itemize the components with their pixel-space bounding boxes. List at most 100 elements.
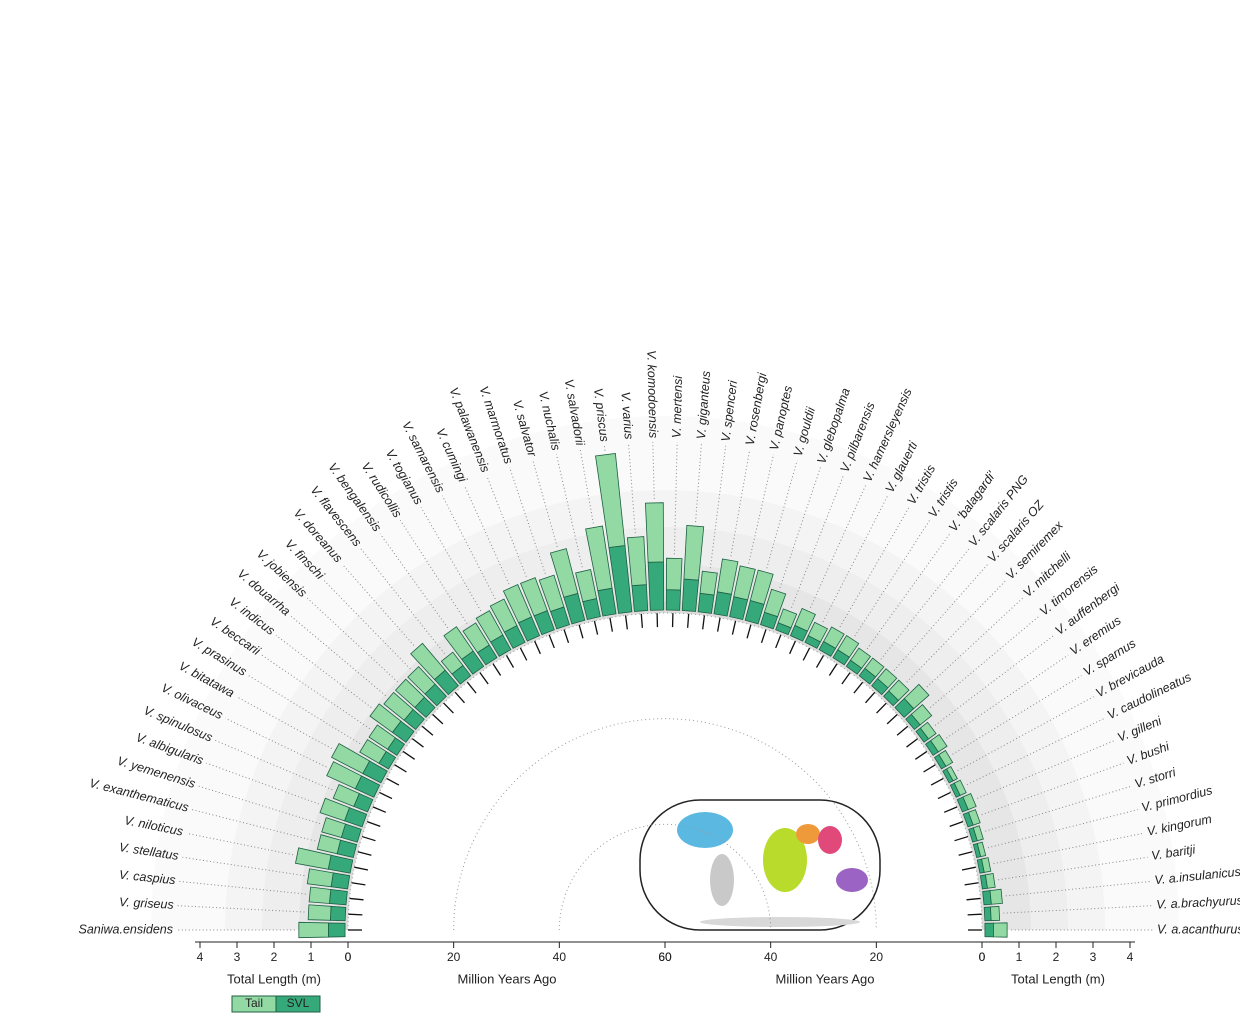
map-region [763, 828, 807, 892]
tip-branch [731, 620, 737, 635]
bar-tail [440, 651, 464, 675]
map-region [710, 854, 734, 906]
tip-branch [366, 820, 381, 827]
bar-tail [823, 626, 845, 649]
leader-line [191, 809, 316, 842]
x-tick-label: 20 [870, 950, 884, 964]
tip-branch [548, 634, 555, 649]
x-tick-label: 40 [553, 950, 567, 964]
leader-line [934, 634, 1055, 726]
species-label: V. giganteus [694, 370, 713, 439]
leader-line [275, 634, 372, 708]
bar-tail [763, 588, 787, 618]
leader-line [198, 785, 321, 825]
leader-line [177, 905, 305, 913]
leader-line [929, 615, 1040, 708]
bar-svl [631, 584, 649, 612]
bar-svl [681, 578, 700, 612]
bar-svl [330, 872, 351, 890]
y-tick-label: 0 [979, 950, 986, 964]
leader-line [341, 563, 415, 646]
bar-tail [989, 888, 1003, 905]
tip-branch [348, 913, 363, 916]
bar-tail [519, 577, 548, 617]
bar-tail [585, 525, 613, 592]
tip-branch [432, 713, 444, 725]
bar-svl [329, 905, 347, 922]
leader-line [981, 762, 1124, 816]
species-label: V. priscus [591, 387, 612, 442]
bar-tail [665, 557, 683, 591]
tip-branch [966, 897, 981, 901]
bar-tail [849, 647, 872, 669]
species-label: V. griseus [119, 895, 174, 912]
tip-branch [593, 620, 599, 635]
species-label: V. komodoensis [644, 350, 660, 438]
y-tick-label: 2 [271, 950, 278, 964]
tip-branch [702, 615, 706, 630]
leader-line [766, 460, 798, 569]
y-tick-label: 3 [1090, 950, 1097, 964]
grid-arc [347, 612, 983, 931]
leader-line [236, 696, 332, 749]
tip-branch [815, 655, 825, 668]
tip-branch [914, 750, 928, 760]
bar-tail [981, 857, 992, 873]
leader-line [893, 563, 989, 671]
legend: Tail SVL [231, 995, 321, 1013]
y-tick-label: 4 [1127, 950, 1134, 964]
bar-tail [489, 598, 518, 633]
leader-line [730, 449, 751, 557]
species-label: V. caspius [118, 868, 176, 888]
map-region [700, 917, 860, 927]
tip-branch [372, 806, 387, 813]
y-tick-label: 1 [1016, 950, 1023, 964]
map-frame [639, 799, 881, 931]
leader-line [946, 654, 1069, 739]
tip-branch [789, 640, 796, 655]
map-inset [639, 799, 881, 931]
tip-branch [886, 713, 898, 725]
leader-line [866, 533, 951, 650]
bar-tail [888, 679, 910, 702]
bar-tail [683, 525, 705, 581]
tip-branch [967, 913, 982, 916]
leader-line [809, 484, 867, 608]
leader-line [179, 880, 306, 895]
leader-line [652, 442, 655, 499]
bar-tail [502, 584, 533, 624]
leader-line [532, 460, 558, 548]
axis-label: Total Length (m) [227, 971, 321, 986]
bar-tail [306, 868, 334, 888]
bar-tail [990, 905, 1001, 921]
bar-svl [984, 922, 994, 938]
bar-tail [837, 635, 860, 658]
bar-tail [307, 904, 332, 921]
leader-line [261, 654, 371, 730]
bar-svl [697, 592, 715, 614]
bar-tail [962, 792, 977, 811]
tip-branch [746, 624, 752, 639]
bar-tail [383, 691, 414, 721]
leader-line [952, 675, 1082, 755]
bar-tail [443, 626, 474, 660]
leader-line [420, 507, 482, 612]
bar-tail [359, 738, 387, 764]
bar-svl [665, 589, 682, 611]
leader-line [993, 832, 1144, 865]
bar-tail [938, 749, 954, 767]
tip-branch [853, 681, 864, 694]
tip-branch [609, 617, 614, 632]
bar-tail [538, 574, 565, 612]
tip-branch [876, 702, 887, 714]
tip-branch [943, 806, 958, 813]
tip-branch [351, 882, 366, 886]
tip-branch [624, 615, 628, 630]
bar-tail [626, 536, 647, 587]
bar-tail [308, 886, 332, 904]
y-tick-label: 4 [197, 950, 204, 964]
leader-line [225, 717, 327, 768]
bar-svl [328, 922, 346, 938]
bar-svl [328, 889, 348, 906]
